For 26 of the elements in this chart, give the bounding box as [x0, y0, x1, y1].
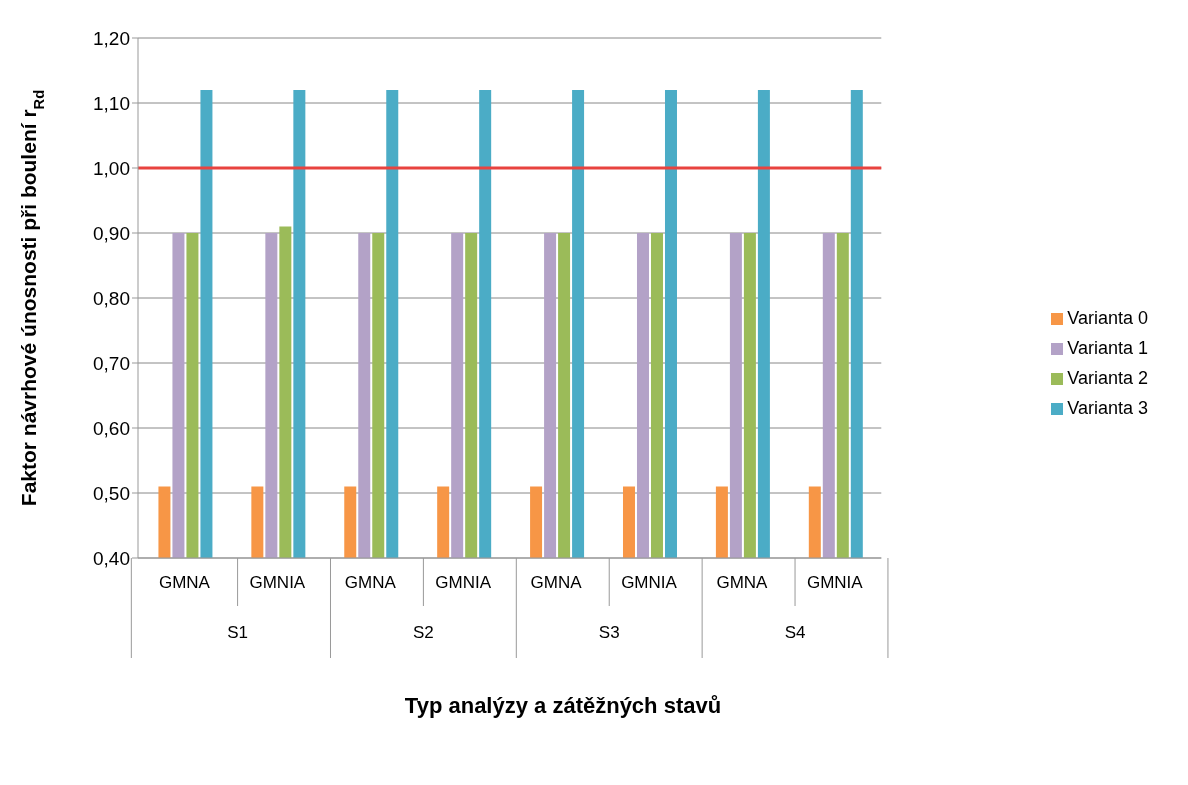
x-tick-label: GMNA [344, 573, 397, 592]
text: S1 [227, 623, 248, 642]
y-tick-label: 0,50 [93, 482, 130, 504]
x-axis-title: Typ analýzy a zátěžných stavů [403, 693, 723, 719]
text: S3 [598, 623, 620, 642]
y-tick-label: 0,70 [93, 352, 130, 374]
text: S2 [413, 623, 434, 642]
y-tick-label: 0,40 [93, 547, 130, 569]
x-tick-label: GMNA [158, 573, 211, 592]
x-tick-label: GMNIA [806, 573, 864, 592]
x-tick-label: GMNA [716, 573, 769, 592]
y-tick-label: 0,80 [93, 287, 130, 309]
x-tick-label: GMNA [530, 573, 583, 592]
text: S4 [784, 623, 806, 642]
y-tick-label: 0,60 [93, 417, 130, 439]
legend-label: Varianta 2 [1067, 368, 1148, 388]
x-tick-label: GMNIA [249, 573, 306, 592]
legend-label: Varianta 3 [1067, 398, 1148, 418]
legend-label: Varianta 1 [1067, 338, 1148, 358]
y-tick-label: 1,20 [93, 27, 130, 49]
legend-label: Varianta 0 [1067, 308, 1148, 328]
x-tick-label: GMNIA [435, 573, 492, 592]
y-tick-label: 0,90 [93, 222, 130, 244]
y-tick-label: 1,10 [93, 92, 130, 114]
y-tick-label: 1,00 [93, 157, 130, 179]
x-tick-label: GMNIA [621, 573, 678, 592]
